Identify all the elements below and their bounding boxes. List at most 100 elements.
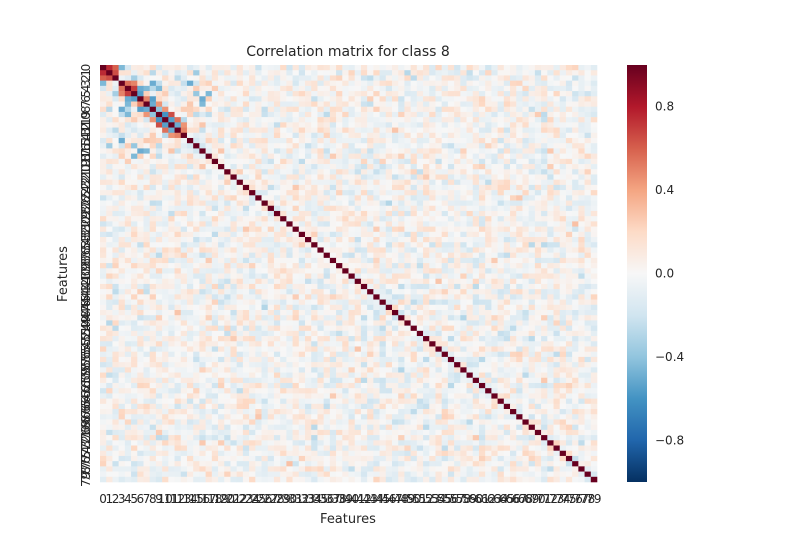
heatmap-cell-7-23 (242, 101, 250, 108)
heatmap-cell-15-27 (267, 143, 275, 149)
heatmap-cell-19-47 (391, 164, 399, 170)
heatmap-cell-4-18 (211, 85, 219, 92)
heatmap-cell-15-15 (193, 143, 200, 149)
heatmap-cell-41-49 (404, 278, 411, 285)
heatmap-cell-32-67 (516, 231, 523, 238)
heatmap-cell-9-6 (137, 111, 144, 118)
heatmap-cell-52-63 (491, 336, 498, 342)
heatmap-cell-30-73 (553, 221, 561, 227)
heatmap-cell-38-7 (143, 263, 151, 269)
heatmap-cell-54-58 (460, 346, 467, 352)
heatmap-cell-40-16 (199, 273, 206, 280)
heatmap-cell-48-54 (435, 315, 442, 321)
heatmap-cell-0-53 (429, 65, 436, 71)
heatmap-cell-9-2 (112, 111, 119, 118)
heatmap-cell-5-14 (186, 91, 194, 97)
heatmap-cell-6-41 (354, 96, 362, 102)
heatmap-cell-35-25 (255, 247, 262, 253)
heatmap-cell-54-63 (491, 346, 498, 352)
heatmap-cell-6-32 (298, 96, 306, 102)
heatmap-cell-20-45 (379, 169, 387, 175)
heatmap-cell-10-20 (224, 117, 231, 123)
heatmap-cell-40-27 (267, 273, 275, 280)
heatmap-cell-3-24 (249, 80, 256, 87)
heatmap-cell-49-34 (311, 320, 318, 326)
heatmap-cell-9-56 (447, 111, 455, 118)
heatmap-cell-2-73 (553, 75, 561, 81)
heatmap-cell-21-0 (100, 174, 107, 180)
heatmap-cell-20-66 (510, 169, 517, 175)
heatmap-cell-26-76 (572, 200, 579, 207)
heatmap-cell-60-16 (199, 377, 206, 384)
heatmap-cell-51-76 (572, 330, 579, 337)
heatmap-cell-4-72 (547, 85, 554, 92)
heatmap-cell-57-45 (379, 362, 387, 368)
heatmap-cell-53-38 (336, 341, 343, 347)
heatmap-cell-30-65 (503, 221, 511, 227)
heatmap-cell-19-9 (155, 164, 163, 170)
heatmap-cell-49-21 (230, 320, 237, 326)
heatmap-cell-48-24 (249, 315, 256, 321)
heatmap-cell-11-37 (329, 122, 337, 128)
heatmap-cell-54-59 (466, 346, 474, 352)
heatmap-cell-56-40 (348, 356, 356, 363)
heatmap-cell-57-42 (360, 362, 368, 368)
heatmap-cell-18-68 (522, 158, 529, 165)
heatmap-cell-53-47 (391, 341, 399, 347)
heatmap-cell-18-52 (423, 158, 430, 165)
heatmap-cell-45-34 (311, 299, 318, 306)
heatmap-cell-52-22 (236, 336, 244, 342)
heatmap-cell-15-64 (497, 143, 505, 149)
heatmap-cell-53-16 (199, 341, 206, 347)
heatmap-cell-23-46 (385, 184, 393, 191)
heatmap-cell-41-32 (298, 278, 306, 285)
heatmap-cell-27-2 (112, 205, 119, 212)
heatmap-cell-13-5 (131, 132, 138, 139)
heatmap-cell-29-10 (162, 216, 169, 222)
heatmap-cell-32-14 (186, 231, 194, 238)
heatmap-cell-2-45 (379, 75, 387, 81)
heatmap-cell-12-70 (534, 127, 542, 134)
heatmap-cell-30-7 (143, 221, 151, 227)
heatmap-cell-5-26 (261, 91, 269, 97)
heatmap-cell-54-11 (168, 346, 175, 352)
heatmap-cell-52-33 (305, 336, 312, 342)
heatmap-cell-43-73 (553, 289, 561, 295)
heatmap-cell-25-46 (385, 195, 393, 201)
heatmap-cell-29-49 (404, 216, 411, 222)
heatmap-cell-47-32 (298, 309, 306, 316)
heatmap-cell-20-48 (398, 169, 405, 175)
heatmap-cell-42-29 (280, 283, 287, 290)
heatmap-cell-59-28 (273, 372, 281, 379)
heatmap-cell-3-38 (336, 80, 343, 87)
heatmap-cell-21-26 (261, 174, 269, 180)
heatmap-cell-43-27 (267, 289, 275, 295)
heatmap-cell-28-58 (460, 210, 467, 217)
heatmap-cell-20-75 (565, 169, 573, 175)
heatmap-cell-32-41 (354, 231, 362, 238)
heatmap-cell-19-78 (584, 164, 592, 170)
heatmap-cell-52-4 (124, 336, 132, 342)
heatmap-cell-58-49 (404, 367, 411, 373)
heatmap-cell-50-65 (503, 325, 511, 332)
heatmap-cell-56-47 (391, 356, 399, 363)
heatmap-cell-11-76 (572, 122, 579, 128)
heatmap-cell-31-61 (478, 226, 486, 233)
heatmap-cell-22-58 (460, 179, 467, 186)
heatmap-cell-53-46 (385, 341, 393, 347)
heatmap-cell-58-45 (379, 367, 387, 373)
heatmap-cell-36-64 (497, 252, 505, 259)
heatmap-cell-40-2 (112, 273, 119, 280)
heatmap-cell-40-72 (547, 273, 554, 280)
heatmap-cell-5-5 (131, 91, 138, 97)
heatmap-cell-60-8 (149, 377, 157, 384)
heatmap-cell-33-79 (590, 237, 598, 243)
heatmap-cell-48-40 (348, 315, 356, 321)
heatmap-cell-37-68 (522, 257, 529, 264)
heatmap-cell-11-58 (460, 122, 467, 128)
heatmap-cell-33-32 (298, 237, 306, 243)
heatmap-cell-61-74 (559, 382, 567, 389)
heatmap-cell-54-17 (205, 346, 213, 352)
heatmap-cell-20-67 (516, 169, 523, 175)
heatmap-cell-4-16 (199, 85, 206, 92)
